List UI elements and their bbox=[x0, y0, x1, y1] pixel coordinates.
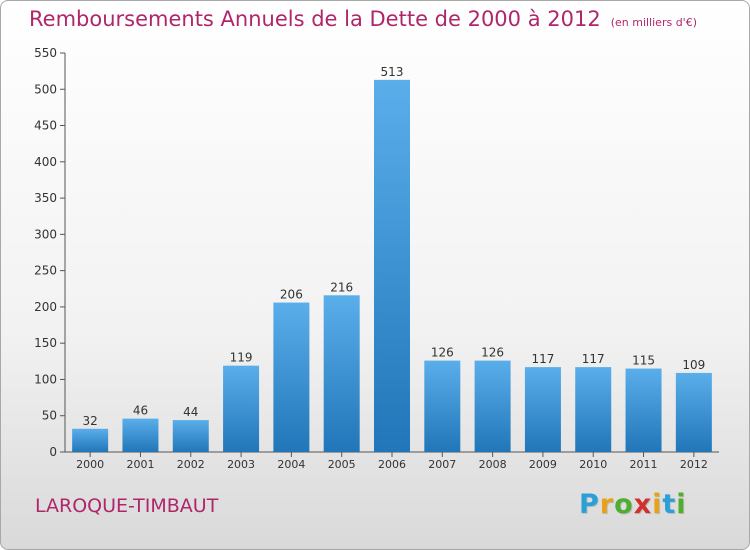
bar bbox=[323, 295, 360, 452]
bar-value-label: 109 bbox=[682, 358, 705, 372]
y-tick-label: 100 bbox=[34, 372, 57, 386]
x-tick-label: 2006 bbox=[378, 458, 406, 471]
x-tick-label: 2012 bbox=[680, 458, 708, 471]
bar-value-label: 126 bbox=[431, 346, 454, 360]
logo-letter: P bbox=[579, 489, 600, 520]
y-tick-label: 350 bbox=[34, 191, 57, 205]
logo-letter: t bbox=[662, 489, 677, 520]
x-tick-label: 2010 bbox=[579, 458, 607, 471]
bar-value-label: 216 bbox=[330, 280, 353, 294]
bar bbox=[374, 79, 410, 452]
bar bbox=[172, 420, 209, 452]
bar-value-label: 513 bbox=[381, 65, 404, 79]
y-tick-label: 500 bbox=[34, 82, 57, 96]
bar-value-label: 32 bbox=[83, 414, 98, 428]
bar-value-label: 117 bbox=[531, 352, 554, 366]
chart-subtitle: (en milliers d'€) bbox=[610, 16, 697, 29]
y-tick-label: 400 bbox=[34, 155, 57, 169]
bar-value-label: 115 bbox=[632, 354, 655, 368]
bar bbox=[524, 367, 561, 452]
bar-value-label: 119 bbox=[230, 351, 253, 365]
logo-letter: r bbox=[599, 489, 615, 520]
bar bbox=[223, 365, 260, 452]
x-tick-label: 2007 bbox=[428, 458, 456, 471]
y-tick-label: 450 bbox=[34, 119, 57, 133]
logo-letter: i bbox=[652, 489, 663, 520]
y-tick-label: 550 bbox=[34, 46, 57, 60]
x-tick-label: 2005 bbox=[328, 458, 356, 471]
commune-name: LAROQUE-TIMBAUT bbox=[35, 495, 219, 517]
logo-letter: x bbox=[633, 489, 653, 520]
chart-axes: 0 50 100 150 200 250 300 350 400 450 500 550 bbox=[34, 46, 719, 459]
y-tick-label: 150 bbox=[34, 336, 57, 350]
y-tick-label: 300 bbox=[34, 227, 57, 241]
bar bbox=[273, 302, 310, 452]
bar bbox=[424, 360, 461, 452]
proxiti-logo: Proxiti bbox=[579, 489, 687, 520]
bar-value-label: 117 bbox=[582, 352, 605, 366]
y-tick-label: 0 bbox=[49, 445, 57, 459]
bar bbox=[72, 428, 109, 452]
bar bbox=[625, 368, 662, 452]
chart-title-text: Remboursements Annuels de la Dette de 20… bbox=[29, 7, 601, 31]
chart-labels: 32 2000 46 2001 44 2002 119 2003 206 2004 216 2005 5… bbox=[76, 65, 708, 471]
bar bbox=[474, 360, 511, 452]
x-tick-label: 2009 bbox=[529, 458, 557, 471]
x-tick-label: 2011 bbox=[630, 458, 658, 471]
x-tick-label: 2008 bbox=[479, 458, 507, 471]
y-tick-label: 250 bbox=[34, 264, 57, 278]
bar-value-label: 126 bbox=[481, 346, 504, 360]
y-tick-label: 200 bbox=[34, 300, 57, 314]
x-tick-label: 2002 bbox=[177, 458, 205, 471]
logo-letter: i bbox=[676, 489, 687, 520]
bar bbox=[575, 367, 612, 452]
bar-value-label: 206 bbox=[280, 288, 303, 302]
logo-letter: o bbox=[614, 489, 634, 520]
bar bbox=[675, 372, 712, 452]
x-tick-label: 2003 bbox=[227, 458, 255, 471]
y-tick-label: 50 bbox=[42, 409, 57, 423]
x-tick-label: 2004 bbox=[277, 458, 305, 471]
bar-value-label: 44 bbox=[183, 405, 198, 419]
bar bbox=[122, 418, 159, 452]
chart-title: Remboursements Annuels de la Dette de 20… bbox=[29, 7, 697, 31]
x-tick-label: 2000 bbox=[76, 458, 104, 471]
chart-bars bbox=[72, 79, 712, 452]
bar-value-label: 46 bbox=[133, 404, 148, 418]
x-tick-label: 2001 bbox=[126, 458, 154, 471]
